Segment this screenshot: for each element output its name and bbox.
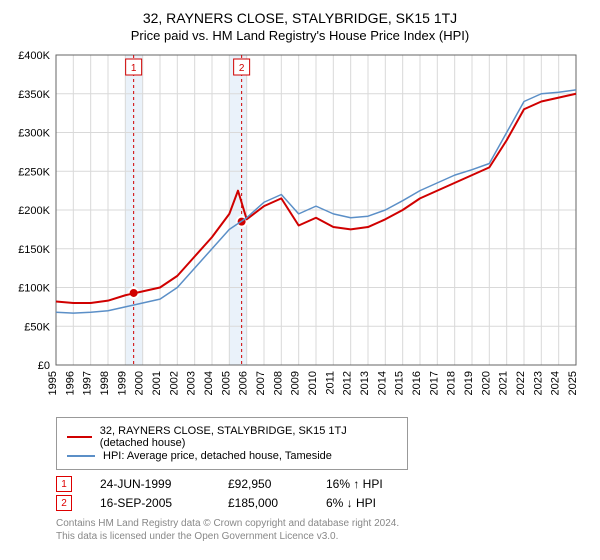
legend-swatch — [67, 455, 95, 457]
svg-text:2008: 2008 — [272, 371, 284, 395]
legend-item: 32, RAYNERS CLOSE, STALYBRIDGE, SK15 1TJ… — [67, 425, 397, 449]
svg-text:2017: 2017 — [428, 371, 440, 395]
svg-text:2020: 2020 — [480, 371, 492, 395]
svg-text:£0: £0 — [38, 360, 50, 372]
svg-text:1996: 1996 — [64, 371, 76, 395]
marker-delta: 6% ↓ HPI — [326, 496, 406, 510]
legend-label: 32, RAYNERS CLOSE, STALYBRIDGE, SK15 1TJ… — [100, 425, 397, 449]
svg-text:2019: 2019 — [463, 371, 475, 395]
legend-item: HPI: Average price, detached house, Tame… — [67, 450, 397, 462]
footer-line: Contains HM Land Registry data © Crown c… — [56, 517, 588, 530]
legend-box: 32, RAYNERS CLOSE, STALYBRIDGE, SK15 1TJ… — [56, 417, 408, 470]
chart-subtitle: Price paid vs. HM Land Registry's House … — [12, 28, 588, 43]
svg-text:2016: 2016 — [411, 371, 423, 395]
chart-container: 32, RAYNERS CLOSE, STALYBRIDGE, SK15 1TJ… — [0, 0, 600, 549]
svg-text:£300K: £300K — [18, 128, 50, 140]
marker-badge: 1 — [56, 476, 72, 492]
marker-date: 16-SEP-2005 — [100, 496, 200, 510]
svg-text:£350K: £350K — [18, 89, 50, 101]
marker-row: 2 16-SEP-2005 £185,000 6% ↓ HPI — [56, 495, 588, 511]
svg-text:£150K: £150K — [18, 244, 50, 256]
svg-text:2021: 2021 — [498, 371, 510, 395]
svg-text:2013: 2013 — [359, 371, 371, 395]
svg-text:2011: 2011 — [324, 371, 336, 395]
svg-text:£50K: £50K — [24, 321, 50, 333]
svg-text:1999: 1999 — [116, 371, 128, 395]
marker-price: £92,950 — [228, 477, 298, 491]
chart-svg: £0 £50K £100K £150K £200K £250K £300K £350K £400… — [12, 51, 588, 411]
svg-text:2002: 2002 — [168, 371, 180, 395]
svg-text:£100K: £100K — [18, 283, 50, 295]
svg-text:£250K: £250K — [18, 166, 50, 178]
footer-note: Contains HM Land Registry data © Crown c… — [56, 517, 588, 543]
svg-text:2025: 2025 — [567, 371, 579, 395]
svg-text:£200K: £200K — [18, 205, 50, 217]
svg-text:2000: 2000 — [134, 371, 146, 395]
marker-badge: 2 — [56, 495, 72, 511]
svg-text:£400K: £400K — [18, 51, 50, 62]
svg-text:2022: 2022 — [515, 371, 527, 395]
svg-text:2007: 2007 — [255, 371, 267, 395]
svg-text:2010: 2010 — [307, 371, 319, 395]
legend-label: HPI: Average price, detached house, Tame… — [103, 450, 332, 462]
svg-text:2001: 2001 — [151, 371, 163, 395]
svg-text:1998: 1998 — [99, 371, 111, 395]
chart-title: 32, RAYNERS CLOSE, STALYBRIDGE, SK15 1TJ — [12, 10, 588, 26]
svg-text:2024: 2024 — [550, 371, 562, 395]
legend-swatch — [67, 436, 92, 438]
svg-text:2015: 2015 — [394, 371, 406, 395]
marker-table: 1 24-JUN-1999 £92,950 16% ↑ HPI 2 16-SEP… — [56, 476, 588, 511]
svg-text:2012: 2012 — [342, 371, 354, 395]
svg-text:2014: 2014 — [376, 371, 388, 395]
svg-text:2003: 2003 — [186, 371, 198, 395]
chart-plot: £0 £50K £100K £150K £200K £250K £300K £350K £400… — [12, 51, 588, 411]
svg-text:2023: 2023 — [532, 371, 544, 395]
svg-text:2006: 2006 — [238, 371, 250, 395]
svg-text:2: 2 — [239, 63, 245, 74]
svg-text:2009: 2009 — [290, 371, 302, 395]
svg-text:2004: 2004 — [203, 371, 215, 395]
svg-text:1995: 1995 — [47, 371, 59, 395]
marker-delta: 16% ↑ HPI — [326, 477, 406, 491]
svg-text:1: 1 — [131, 63, 137, 74]
svg-text:1997: 1997 — [82, 371, 94, 395]
marker-date: 24-JUN-1999 — [100, 477, 200, 491]
marker-row: 1 24-JUN-1999 £92,950 16% ↑ HPI — [56, 476, 588, 492]
marker-price: £185,000 — [228, 496, 298, 510]
svg-text:2018: 2018 — [446, 371, 458, 395]
svg-text:2005: 2005 — [220, 371, 232, 395]
footer-line: This data is licensed under the Open Gov… — [56, 530, 588, 543]
